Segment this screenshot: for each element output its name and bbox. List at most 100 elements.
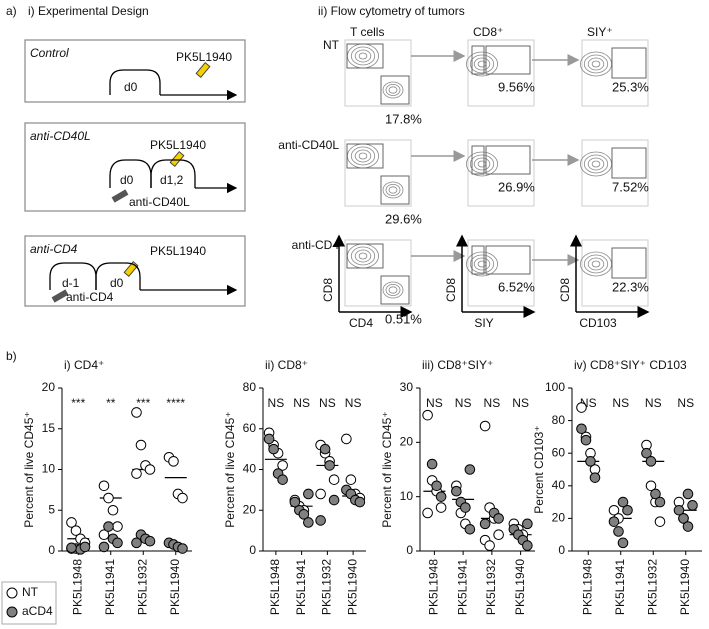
flow-plot [467, 39, 535, 107]
contour [587, 257, 605, 271]
data-point [654, 516, 666, 527]
y-tick-label: 0 [48, 543, 55, 557]
tumor-icon [195, 62, 211, 78]
gate-percent: 9.56% [498, 79, 535, 94]
antibody-icon [111, 189, 129, 203]
annotation: **** [166, 396, 185, 410]
data-point [328, 474, 340, 485]
data-point [112, 537, 123, 549]
day-dome [150, 159, 196, 188]
contour [385, 283, 401, 296]
design-title: i) Experimental Design [28, 4, 149, 18]
flow-plot [581, 239, 649, 307]
data-point [303, 488, 314, 500]
x-tick-label: PK5L1932 [645, 559, 659, 615]
legend-swatch [6, 587, 18, 599]
day-dome [109, 159, 152, 188]
gate-percent: 29.6% [385, 211, 422, 226]
y-axis-label: Percent of live CD45⁺ [22, 411, 36, 527]
y-tick-label: 30 [400, 380, 414, 394]
contour [350, 46, 376, 66]
data-point [103, 492, 114, 504]
day-label: d0 [110, 276, 124, 290]
contour [465, 51, 498, 77]
x-tick-label: PK5L1940 [345, 559, 359, 615]
x-tick-label: PK5L1941 [103, 559, 117, 615]
gate [485, 245, 531, 275]
row-label: anti-CD4 [292, 238, 340, 252]
data-point [135, 439, 147, 451]
annotation: *** [136, 396, 150, 410]
chart-title: ii) CD8⁺ [265, 358, 308, 372]
row-label: anti-CD40L [278, 138, 339, 152]
annotation: NS [268, 396, 285, 410]
contour [587, 157, 605, 171]
contour [465, 151, 498, 177]
day-label: d1,2 [160, 173, 184, 187]
contour [358, 252, 368, 260]
flow-plot [581, 39, 649, 107]
x-tick-label: PK5L1932 [484, 559, 498, 615]
data-point [177, 543, 188, 554]
flow-plot [344, 239, 412, 307]
data-point [687, 500, 698, 511]
y-tick-label: 60 [552, 445, 566, 459]
annotation: NS [677, 396, 694, 410]
data-point [460, 502, 471, 513]
flow-plot [467, 139, 535, 207]
data-point [70, 525, 82, 536]
data-point [263, 433, 275, 445]
data-point [484, 540, 495, 551]
data-point [268, 443, 279, 455]
data-point [103, 521, 114, 532]
data-point [66, 517, 77, 528]
x-tick-label: PK5L1948 [427, 559, 441, 615]
data-point [682, 521, 694, 532]
data-point [422, 507, 433, 519]
contour [388, 86, 398, 94]
x-tick-label: PK5L1940 [168, 559, 182, 615]
annotation: NS [293, 396, 310, 410]
gate [380, 75, 410, 105]
y-axis-label: Percent CD103⁺ [532, 425, 546, 513]
chart-title: iv) CD8⁺SIY⁺ CD103 [574, 358, 687, 372]
tumor-label: PK5L1940 [176, 50, 232, 64]
contour [382, 181, 404, 199]
x-tick-label: PK5L1941 [613, 559, 627, 615]
y-tick-label: 20 [243, 502, 257, 516]
contour [465, 251, 498, 277]
panel-label: b) [6, 349, 17, 363]
flow-axis-x: CD103 [579, 316, 617, 330]
data-point [589, 472, 601, 483]
data-point [168, 456, 179, 467]
day-dome [95, 262, 141, 290]
data-point [298, 509, 310, 520]
data-point [144, 464, 156, 475]
gate [380, 275, 410, 305]
y-tick-label: 80 [552, 413, 566, 427]
data-point [617, 496, 629, 508]
data-point [585, 456, 596, 467]
annotation: *** [71, 396, 85, 410]
x-tick-label: PK5L1940 [678, 559, 692, 615]
day-dome [109, 69, 161, 95]
data-point [341, 433, 352, 445]
gate [346, 43, 384, 69]
y-tick-label: 20 [400, 435, 414, 449]
flow-axis-y: CD8 [558, 278, 572, 302]
gate [380, 175, 410, 205]
data-point [422, 409, 433, 421]
data-point [277, 474, 288, 485]
data-point [493, 529, 504, 541]
data-point [315, 488, 326, 500]
data-point [608, 504, 620, 516]
data-point [435, 502, 447, 513]
data-point [289, 496, 301, 508]
y-tick-label: 40 [243, 462, 257, 476]
annotation: NS [426, 396, 443, 410]
legend-box [1, 581, 57, 625]
annotation: NS [484, 396, 501, 410]
treatment-label: anti-CD4 [66, 290, 114, 304]
gate-percent: 0.51% [385, 311, 422, 326]
data-point [324, 460, 335, 471]
